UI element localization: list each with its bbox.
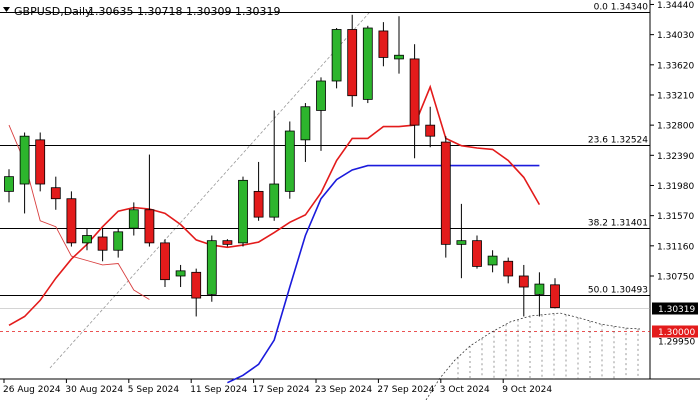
level-price-value: 1.30000 [658,328,695,338]
time-tick-label: 27 Sep 2024 [377,385,434,395]
fib-level-label: 23.6 1.32524 [588,136,648,146]
bull-candle [238,179,248,244]
ohlc-values: 1.30635 1.30718 1.30309 1.30319 [88,5,280,18]
time-tick-label: 23 Sep 2024 [315,385,372,395]
candles-layer [4,14,560,317]
bear-candle [253,190,264,218]
current-price-value: 1.30319 [658,305,695,315]
bull-candle [456,240,467,245]
price-tick-label: 1.32390 [657,152,694,162]
time-tick-label: 17 Sep 2024 [253,385,310,395]
bull-candle [175,270,186,277]
grid-layer [0,0,700,380]
bull-candle [300,106,311,141]
time-axis: 26 Aug 2024 30 Aug 2024 5 Sep 2024 11 Sep 2… [3,379,552,395]
indicator-lines [8,84,541,384]
price-tick-label: 1.33210 [657,91,694,101]
bull-candle [128,209,139,229]
bear-candle [66,198,77,244]
lagging-line [8,124,150,300]
bull-candle [362,27,373,100]
fib-level-label: 38.2 1.31401 [588,219,648,229]
price-tick-label: 1.33620 [657,61,694,71]
bear-candle [550,284,560,309]
price-tick-label: 1.31160 [657,242,694,252]
bear-candle [425,124,436,137]
current-price-tag [652,302,698,315]
bear-candle [378,30,389,58]
bull-candle [284,130,295,192]
bull-candle [206,240,217,295]
time-tick-label: 3 Oct 2024 [440,385,490,395]
symbol-label: GBPUSD,Daily [14,5,92,18]
collapse-triangle-icon[interactable] [3,7,10,12]
bear-candle [144,209,155,244]
bear-candle [160,242,170,281]
cloud-upper-edge [425,312,641,401]
bull-candle [534,283,545,295]
bull-candle [19,135,30,185]
bull-candle [113,231,124,251]
chart-header: GBPUSD,Daily 1.30635 1.30718 1.30309 1.3… [3,5,280,18]
bull-candle [331,29,342,82]
bear-candle [440,141,451,245]
price-tick-label: 1.31570 [657,212,694,222]
bear-candle [347,29,358,97]
price-tick-label: 1.34030 [657,31,694,41]
bull-candle [316,80,326,111]
fib-level-label: 0.0 1.34340 [594,3,649,13]
price-axis: 1.34440 1.34030 1.33620 1.33210 1.32800 1.323… [650,1,698,348]
bear-candle [191,271,202,299]
bull-candle [269,183,280,218]
price-tick-label: 1.30750 [657,272,694,282]
fib-level-label: 50.0 1.30493 [588,286,648,296]
bull-candle [82,235,92,244]
tenkan-line [8,84,541,326]
bear-candle [97,236,108,251]
bear-candle [222,240,233,245]
bear-candle [472,240,482,267]
bull-candle [487,255,498,266]
bear-candle [518,275,529,288]
time-tick-label: 5 Sep 2024 [128,385,180,395]
bear-candle [503,260,514,277]
cloud-projection [425,312,641,401]
price-tick-label: 1.29950 [658,338,695,348]
price-tick-label: 1.31980 [657,182,694,192]
bear-candle [35,139,46,185]
kijun-line [227,164,540,384]
time-tick-label: 11 Sep 2024 [190,385,247,395]
time-tick-label: 9 Oct 2024 [502,385,552,395]
bear-candle [50,187,61,200]
level-price-tag [652,325,698,338]
bull-candle [394,54,404,60]
fibonacci-levels: 0.0 1.34340 23.6 1.32524 38.2 1.31401 50.0 … [0,3,650,332]
price-tick-label: 1.34440 [657,1,694,11]
price-tick-label: 1.32800 [657,122,694,132]
bull-candle [4,176,14,192]
time-tick-label: 26 Aug 2024 [3,385,61,395]
bear-candle [409,58,420,126]
time-tick-label: 30 Aug 2024 [65,385,123,395]
